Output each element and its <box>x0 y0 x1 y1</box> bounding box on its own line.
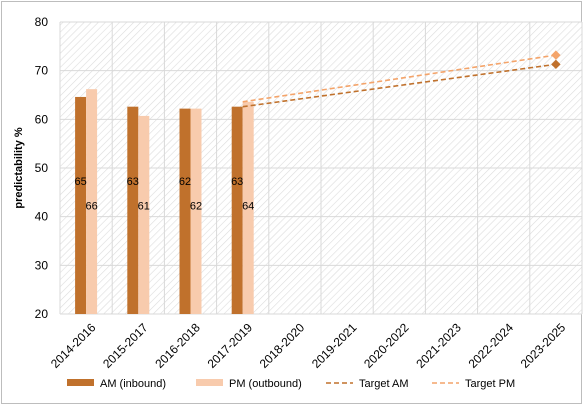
x-tick-label: 2017-2019 <box>205 320 256 371</box>
x-tick-label: 2019-2021 <box>309 320 360 371</box>
x-tick-label: 2023-2025 <box>518 320 569 371</box>
y-tick-label: 80 <box>35 15 49 29</box>
y-tick-label: 40 <box>35 210 49 224</box>
data-label: 62 <box>179 176 191 188</box>
legend-label: AM (inbound) <box>100 378 166 390</box>
data-label: 62 <box>190 200 202 212</box>
legend-swatch <box>196 379 223 386</box>
data-label: 66 <box>85 200 97 212</box>
x-tick-label: 2022-2024 <box>466 320 517 371</box>
bar <box>127 106 139 315</box>
data-label: 65 <box>74 176 86 188</box>
legend: AM (inbound) PM (outbound) Target AM Target… <box>67 378 515 390</box>
legend-label: Target PM <box>465 378 515 390</box>
y-tick-label: 70 <box>35 64 49 78</box>
bar <box>75 96 87 315</box>
bar <box>231 106 243 315</box>
data-labels: 65 63 62 63 66 61 62 64 <box>74 176 254 212</box>
target-line <box>242 63 557 108</box>
legend-label: Target AM <box>359 378 409 390</box>
data-label: 64 <box>242 200 254 212</box>
bar <box>190 108 202 314</box>
y-tick-label: 30 <box>35 258 49 272</box>
y-tick-label: 60 <box>35 112 49 126</box>
legend-swatch <box>67 379 94 386</box>
target-line <box>242 54 557 103</box>
bar <box>138 115 150 314</box>
y-tick-label: 50 <box>35 161 49 175</box>
x-tick-label: 2015-2017 <box>100 320 151 371</box>
bar <box>242 101 254 315</box>
x-tick-label: 2016-2018 <box>152 320 203 371</box>
bars <box>75 89 254 315</box>
bar <box>86 89 98 314</box>
gridlines <box>59 21 583 315</box>
target-marker <box>551 50 561 60</box>
x-tick-label: 2020-2022 <box>361 320 412 371</box>
bar <box>179 108 191 314</box>
x-axis: 2014-2016 2015-2017 2016-2018 2017-2019 2018… <box>48 320 569 371</box>
data-label: 63 <box>127 176 139 188</box>
x-tick-label: 2014-2016 <box>48 320 99 371</box>
data-label: 61 <box>138 200 150 212</box>
data-label: 63 <box>231 176 243 188</box>
y-tick-label: 20 <box>35 307 49 321</box>
y-axis: 20 30 40 50 60 70 80 <box>35 15 49 321</box>
x-tick-label: 2021-2023 <box>413 320 464 371</box>
target-lines <box>242 50 561 108</box>
x-tick-label: 2018-2020 <box>257 320 308 371</box>
target-marker <box>551 59 561 70</box>
legend-label: PM (outbound) <box>229 378 302 390</box>
y-axis-title: predictability % <box>13 127 25 209</box>
